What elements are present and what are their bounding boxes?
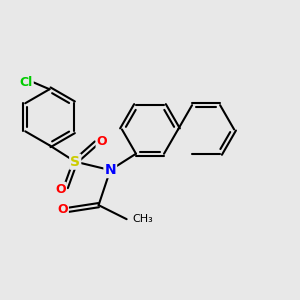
Text: S: S — [70, 155, 80, 169]
Text: N: N — [104, 163, 116, 177]
Text: CH₃: CH₃ — [132, 214, 153, 224]
Text: O: O — [55, 183, 66, 196]
Text: Cl: Cl — [20, 76, 33, 89]
Text: O: O — [97, 135, 107, 148]
Text: O: O — [57, 203, 68, 216]
